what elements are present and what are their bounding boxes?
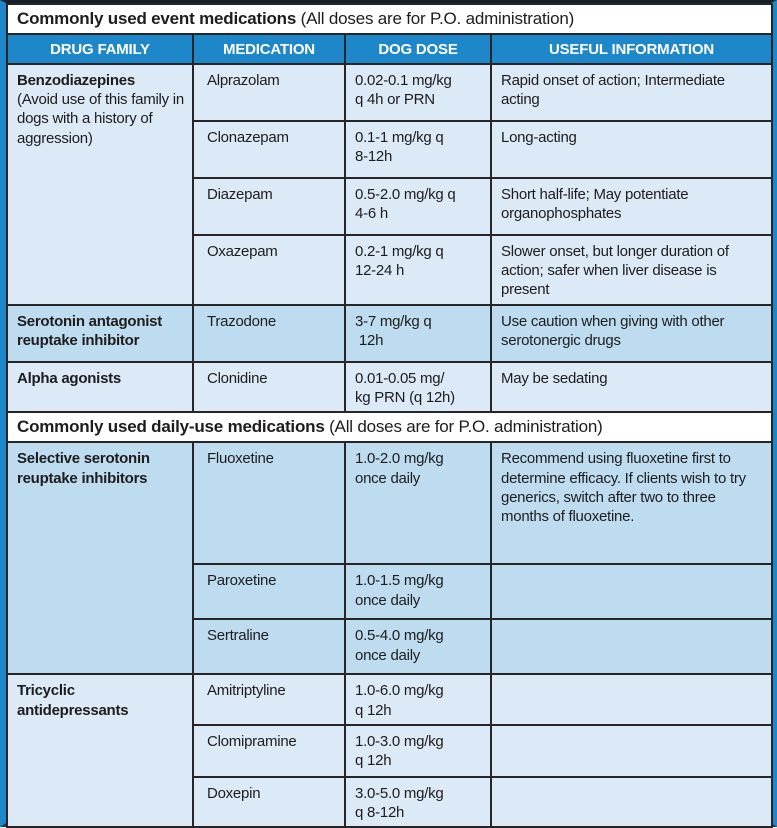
table-row: Clonazepam 0.1-1 mg/kg q 8-12h Long-acti… (7, 120, 774, 179)
section-title: Commonly used event medications (All dos… (5, 3, 774, 35)
info-cell: Use caution when giving with other serot… (489, 304, 774, 363)
section-title-note: (All doses are for P.O. administration) (324, 417, 603, 437)
section-title-note: (All doses are for P.O. administration) (296, 9, 575, 28)
medication-cell: Oxazepam (192, 234, 346, 306)
table-row: Alpha agonists Clonidine 0.01-0.05 mg/ k… (6, 360, 774, 414)
info-cell: Slower onset, but longer duration of act… (489, 234, 774, 306)
dose-cell: 0.5-2.0 mg/kg q 4-6 h (344, 177, 492, 236)
dose-cell: 3-7 mg/kg q 12h (344, 304, 492, 363)
dose-cell: 1.0-3.0 mg/kg q 12h (344, 723, 492, 778)
family-cell: Selective serotonin reuptake inhibitors (6, 441, 194, 676)
medication-cell: Clomipramine (192, 723, 346, 778)
column-header-dog-dose: DOG DOSE (344, 33, 492, 65)
section-title-row: Commonly used daily-use medications (All… (5, 411, 774, 444)
family-name: Serotonin antagonist reuptake inhibitor (17, 313, 162, 350)
column-header-medication: MEDICATION (192, 33, 346, 65)
dose-cell: 0.2-1 mg/kg q 12-24 h (344, 234, 492, 306)
column-header-useful-information: USEFUL INFORMATION (489, 33, 774, 65)
family-name: Tricyclic antidepressants (17, 682, 129, 719)
medication-cell: Trazodone (192, 304, 346, 363)
table-row: Paroxetine 1.0-1.5 mg/kg once daily (7, 563, 774, 621)
medication-table: Commonly used event medications (All dos… (5, 3, 774, 828)
family-cell: Benzodiazepines (Avoid use of this famil… (6, 63, 194, 306)
info-cell (489, 673, 774, 726)
section-title-bold: Commonly used event medications (17, 9, 297, 28)
medication-cell: Fluoxetine (192, 441, 346, 566)
medication-cell: Sertraline (192, 618, 346, 676)
info-cell (489, 563, 774, 621)
medication-cell: Diazepam (192, 177, 346, 236)
info-cell: Rapid onset of action; Intermediate acti… (489, 63, 774, 122)
medication-cell: Paroxetine (192, 563, 346, 621)
family-note: (Avoid use of this family in dogs with a… (17, 91, 184, 147)
table-row: Sertraline 0.5-4.0 mg/kg once daily (7, 618, 774, 676)
table-row: Serotonin antagonist reuptake inhibitor … (6, 304, 774, 363)
table-row: Benzodiazepines (Avoid use of this famil… (6, 63, 774, 306)
table-row: Tricyclic antidepressants Amitriptyline … (6, 673, 774, 828)
table-row: Oxazepam 0.2-1 mg/kg q 12-24 h Slower on… (7, 234, 774, 306)
family-cell: Alpha agonists (6, 360, 194, 414)
info-cell (489, 618, 774, 676)
medication-cell: Clonidine (192, 360, 346, 414)
section-title: Commonly used daily-use medications (All… (5, 411, 774, 444)
section-title-bold: Commonly used daily-use medications (17, 417, 325, 437)
family-cell: Tricyclic antidepressants (6, 673, 194, 828)
table-row: Doxepin 3.0-5.0 mg/kg q 8-12h (7, 775, 774, 828)
dose-cell: 0.1-1 mg/kg q 8-12h (344, 120, 492, 179)
medication-cell: Alprazolam (192, 63, 346, 122)
info-cell: Recommend using fluoxetine first to dete… (489, 441, 774, 566)
info-cell: Long-acting (489, 120, 774, 179)
dose-cell: 0.02-0.1 mg/kg q 4h or PRN (344, 63, 492, 122)
dose-cell: 0.5-4.0 mg/kg once daily (344, 618, 492, 676)
section-title-row: Commonly used event medications (All dos… (5, 3, 774, 35)
family-name: Alpha agonists (17, 370, 122, 387)
medication-cell: Amitriptyline (192, 673, 346, 726)
table-row: Selective serotonin reuptake inhibitors … (6, 441, 774, 676)
dose-cell: 1.0-6.0 mg/kg q 12h (344, 673, 492, 726)
dose-cell: 0.01-0.05 mg/ kg PRN (q 12h) (344, 360, 492, 414)
info-cell (489, 775, 774, 828)
family-name: Selective serotonin reuptake inhibitors (17, 450, 150, 487)
dose-cell: 1.0-2.0 mg/kg once daily (344, 441, 492, 566)
info-cell: May be sedating (489, 360, 774, 414)
column-header-drug-family: DRUG FAMILY (6, 33, 194, 65)
medication-cell: Clonazepam (192, 120, 346, 179)
column-header-row: DRUG FAMILY MEDICATION DOG DOSE USEFUL I… (6, 33, 774, 65)
family-name: Benzodiazepines (17, 72, 135, 89)
dose-cell: 1.0-1.5 mg/kg once daily (344, 563, 492, 621)
info-cell: Short half-life; May potentiate organoph… (489, 177, 774, 236)
table-row: Diazepam 0.5-2.0 mg/kg q 4-6 h Short hal… (7, 177, 774, 236)
medication-cell: Doxepin (192, 775, 346, 828)
info-cell (489, 723, 774, 778)
dose-cell: 3.0-5.0 mg/kg q 8-12h (344, 775, 492, 828)
family-cell: Serotonin antagonist reuptake inhibitor (6, 304, 194, 363)
table-row: Clomipramine 1.0-3.0 mg/kg q 12h (7, 723, 774, 778)
